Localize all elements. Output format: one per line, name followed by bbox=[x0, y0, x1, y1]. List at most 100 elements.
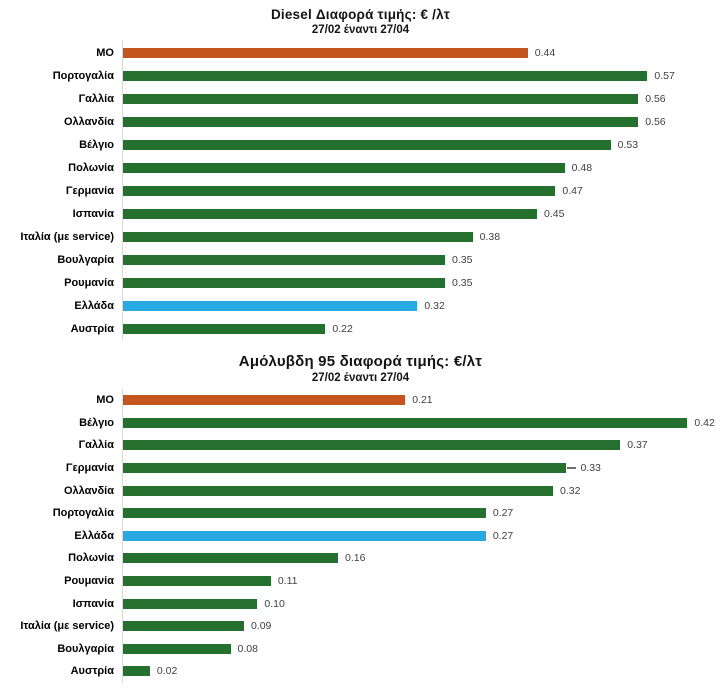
category-label: Ολλανδία bbox=[63, 115, 114, 128]
bar-track: 0.10 bbox=[122, 592, 721, 615]
value-label: 0.37 bbox=[627, 439, 648, 452]
bar-row: Γαλλία 0.37 bbox=[0, 434, 721, 457]
value-label: 0.53 bbox=[617, 138, 639, 151]
bar-track: 0.22 bbox=[122, 317, 721, 340]
category-label: Γερμανία bbox=[65, 184, 114, 197]
bar-track: 0.53 bbox=[122, 133, 721, 156]
category-label: Ιταλία (με service) bbox=[20, 230, 114, 243]
category-label: Ρουμανία bbox=[64, 575, 114, 588]
bar bbox=[123, 666, 150, 677]
bar-row: Ολλανδία 0.56 bbox=[0, 110, 721, 133]
bar-track: 0.27 bbox=[122, 501, 721, 525]
category-label: Ρουμανία bbox=[64, 276, 114, 289]
bar bbox=[123, 621, 244, 632]
bar-row: Ισπανία 0.10 bbox=[0, 592, 721, 615]
category-label: Ισπανία bbox=[72, 597, 114, 610]
category-label: ΜΟ bbox=[96, 394, 114, 407]
bar-row: Ισπανία 0.45 bbox=[0, 202, 721, 225]
category-label: Βέλγιο bbox=[79, 416, 114, 429]
bar-row: Βέλγιο 0.53 bbox=[0, 133, 721, 156]
category-label: Ελλάδα bbox=[74, 529, 114, 542]
bar-row: Πορτογαλία 0.57 bbox=[0, 64, 721, 87]
bar-row: Γερμανία 0.47 bbox=[0, 179, 721, 202]
category-label: Γαλλία bbox=[78, 439, 114, 452]
category-label: Πολωνία bbox=[68, 552, 114, 565]
category-label: Γαλλία bbox=[78, 92, 114, 105]
bar-track: 0.16 bbox=[122, 547, 721, 570]
category-label: Ολλανδία bbox=[63, 484, 114, 497]
bar-row: Βουλγαρία 0.08 bbox=[0, 637, 721, 661]
value-label: 0.08 bbox=[237, 642, 258, 655]
bar-track: 0.47 bbox=[122, 179, 721, 202]
bar-track: 0.56 bbox=[122, 87, 721, 110]
bar bbox=[123, 162, 565, 173]
bar-row: Γερμανία 0.33 bbox=[0, 456, 721, 480]
chart-subtitle: 27/02 έναντι 27/04 bbox=[311, 24, 410, 36]
value-label: 0.35 bbox=[452, 276, 473, 289]
bar-row: Ιταλία (με service) 0.09 bbox=[0, 614, 721, 638]
value-label: 0.38 bbox=[479, 230, 501, 243]
chart-unleaded-95: Αμόλυβδη 95 διαφορά τιμής: €/λτ 27/02 έν… bbox=[0, 352, 721, 683]
bar-track: 0.32 bbox=[122, 294, 721, 317]
bar-track: 0.48 bbox=[122, 156, 721, 179]
bar-row: Γαλλία 0.56 bbox=[0, 87, 721, 110]
value-label: 0.45 bbox=[544, 207, 565, 220]
bar-track: 0.35 bbox=[122, 248, 721, 271]
bar bbox=[123, 440, 621, 451]
bar-track: 0.56 bbox=[122, 110, 721, 133]
category-label: Πορτογαλία bbox=[52, 507, 114, 520]
bar bbox=[123, 576, 271, 587]
value-label: 0.33 bbox=[580, 462, 601, 475]
leader-line bbox=[567, 467, 577, 469]
bar bbox=[123, 643, 231, 654]
bar-row: Ελλάδα 0.32 bbox=[0, 294, 721, 317]
bar-row: Πολωνία 0.48 bbox=[0, 156, 721, 179]
value-label: 0.16 bbox=[345, 552, 366, 565]
chart-diesel: Diesel Διαφορά τιμής: € /λτ 27/02 έναντι… bbox=[0, 0, 721, 340]
bar-track: 0.35 bbox=[122, 271, 721, 294]
category-label: Πορτογαλία bbox=[52, 69, 114, 82]
bar-row: Βουλγαρία 0.35 bbox=[0, 248, 721, 271]
value-label: 0.48 bbox=[571, 161, 593, 174]
bar bbox=[123, 417, 688, 428]
value-label: 0.11 bbox=[277, 575, 298, 588]
bar-track: 0.21 bbox=[122, 389, 721, 412]
category-label: Ιταλία (με service) bbox=[20, 620, 114, 633]
bar bbox=[123, 277, 445, 288]
value-label: 0.35 bbox=[452, 253, 473, 266]
bar bbox=[123, 70, 648, 81]
bar bbox=[123, 231, 473, 242]
bar bbox=[123, 598, 258, 609]
bar bbox=[123, 139, 611, 150]
chart-title: Αμόλυβδη 95 διαφορά τιμής: €/λτ bbox=[238, 353, 483, 370]
value-label: 0.44 bbox=[534, 46, 556, 59]
bar-track: 0.11 bbox=[122, 569, 721, 593]
plot-area: ΜΟ 0.44 Πορτογαλία 0.57 Γαλλία 0.56 Ολλανδία 0.… bbox=[0, 41, 721, 340]
value-label: 0.22 bbox=[332, 322, 353, 335]
category-label: Βέλγιο bbox=[79, 138, 114, 151]
category-label: Ισπανία bbox=[72, 207, 114, 220]
value-label: 0.32 bbox=[424, 299, 445, 312]
bar bbox=[123, 93, 639, 104]
value-label: 0.27 bbox=[492, 529, 514, 542]
bar bbox=[123, 395, 406, 406]
value-label: 0.57 bbox=[654, 69, 675, 82]
category-label: Αυστρία bbox=[70, 322, 114, 335]
category-label: Πολωνία bbox=[68, 161, 114, 174]
value-label: 0.56 bbox=[645, 115, 666, 128]
bar-row: Ρουμανία 0.11 bbox=[0, 569, 721, 593]
value-label: 0.21 bbox=[412, 394, 433, 407]
category-label: Γερμανία bbox=[65, 462, 114, 475]
bar-track: 0.08 bbox=[122, 637, 721, 661]
category-label: ΜΟ bbox=[96, 46, 114, 59]
bar-track: 0.42 bbox=[122, 411, 721, 435]
bar-row: Ολλανδία 0.32 bbox=[0, 479, 721, 502]
bar-row: Αυστρία 0.02 bbox=[0, 660, 721, 683]
bar bbox=[123, 300, 418, 311]
bar-track: 0.37 bbox=[122, 434, 721, 457]
bar bbox=[123, 485, 554, 496]
value-label: 0.47 bbox=[562, 184, 583, 197]
value-label: 0.27 bbox=[492, 507, 514, 520]
value-label: 0.10 bbox=[264, 597, 285, 610]
value-label: 0.32 bbox=[560, 484, 581, 497]
